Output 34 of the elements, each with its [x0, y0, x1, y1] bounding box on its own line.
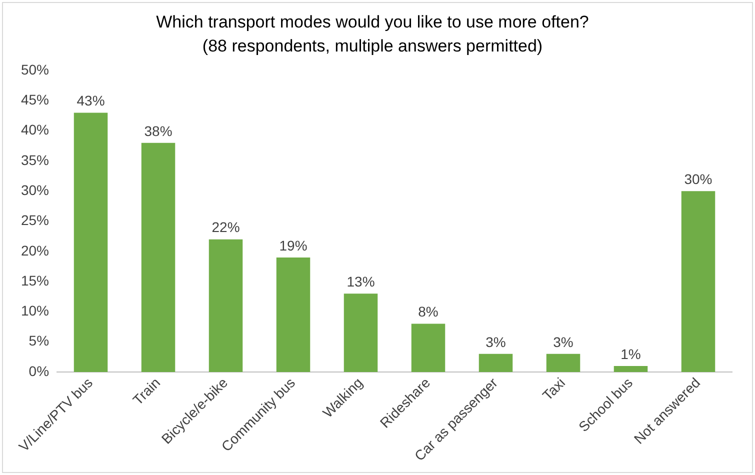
y-tick-label: 35% [20, 152, 50, 168]
chart-subtitle: (88 respondents, multiple answers permitted) [202, 36, 543, 56]
y-tick-label: 10% [20, 302, 50, 319]
y-tick-label: 20% [20, 242, 50, 258]
y-tick-label: 25% [20, 212, 50, 228]
data-label: 30% [684, 171, 712, 188]
data-label: 38% [144, 122, 172, 139]
data-label: 8% [418, 304, 438, 320]
data-label: 43% [76, 92, 105, 109]
bar [614, 366, 648, 372]
y-tick-label: 50% [20, 61, 50, 78]
bar [344, 294, 378, 372]
bar [276, 257, 310, 372]
data-label: 13% [346, 273, 375, 290]
y-tick-label: 0% [28, 362, 50, 379]
bar [681, 191, 716, 372]
y-tick-label: 40% [20, 122, 50, 138]
bar [546, 354, 580, 372]
y-tick-label: 30% [20, 182, 50, 198]
y-tick-label: 15% [20, 272, 50, 288]
bar [141, 142, 176, 372]
data-label: 22% [212, 219, 240, 236]
data-label: 19% [279, 237, 308, 254]
chart-title: Which transport modes would you like to use more often? [156, 12, 589, 32]
data-label: 1% [620, 346, 641, 362]
bar [208, 239, 243, 372]
bar [478, 354, 513, 372]
data-label: 3% [553, 334, 574, 350]
y-tick-label: 5% [28, 332, 50, 349]
data-label: 3% [486, 334, 506, 350]
x-tick-label: Taxi [539, 374, 568, 404]
y-tick-label: 45% [20, 92, 50, 108]
bar [74, 112, 108, 372]
bar [411, 324, 446, 372]
